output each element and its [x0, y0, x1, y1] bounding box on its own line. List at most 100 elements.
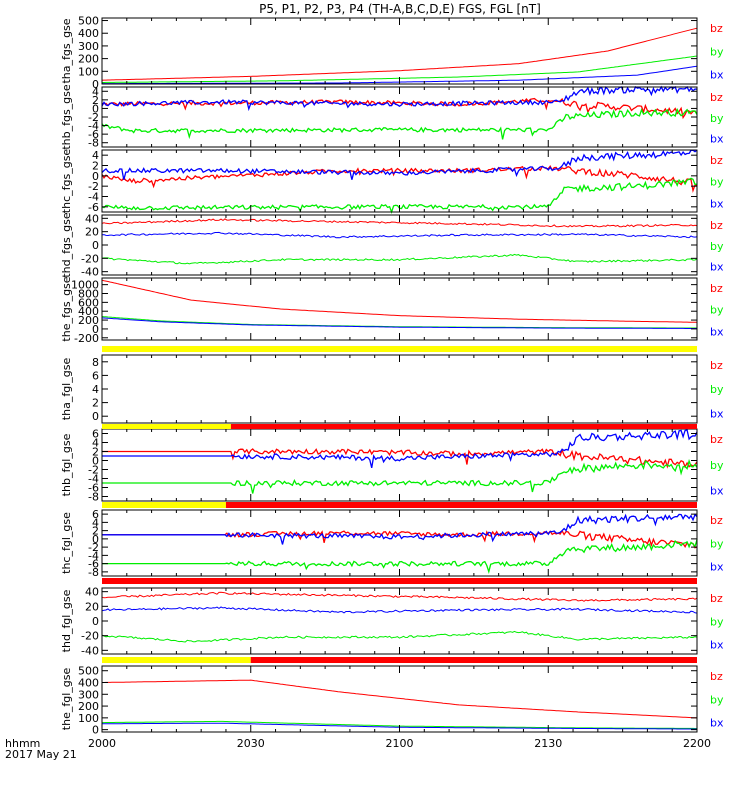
- y-tick-label: 2: [92, 525, 99, 538]
- y-tick-label: -8: [88, 137, 99, 150]
- y-tick-label: 0: [92, 724, 99, 737]
- y-tick-label: 2: [92, 397, 99, 410]
- y-tick-label: 300: [78, 688, 99, 701]
- y-tick-label: -8: [88, 566, 99, 579]
- y-tick-label: -4: [88, 473, 99, 486]
- y-tick-label: 6: [92, 508, 99, 521]
- y-axis-label: the_fgl_gse: [60, 668, 73, 731]
- panel-frame: [101, 149, 698, 213]
- flag-bar-segment: [250, 657, 697, 663]
- flag-bars-group: [102, 346, 697, 663]
- x-footer-hhmm: hhmm: [5, 737, 40, 750]
- series-by-line: [102, 458, 698, 494]
- series-bz-line: [102, 679, 698, 719]
- y-tick-label: 0: [92, 615, 99, 628]
- y-tick-label: -2: [88, 180, 99, 193]
- flag-bar-segment: [102, 424, 231, 429]
- y-axis-label: thc_fgs_gse: [60, 149, 73, 214]
- y-tick-label: 1000: [71, 279, 99, 292]
- y-tick-label: 100: [78, 65, 99, 78]
- legend-bx: bx: [710, 197, 724, 210]
- legend-bz: bz: [710, 359, 723, 372]
- series-bz-line: [101, 591, 698, 602]
- y-tick-label: -40: [81, 266, 99, 279]
- series-by-line: [101, 253, 698, 265]
- series-by-line: [101, 316, 697, 329]
- series-bx-line: [102, 513, 698, 545]
- y-tick-label: 400: [78, 27, 99, 40]
- panel-frame: [101, 354, 698, 424]
- y-tick-label: -40: [81, 644, 99, 657]
- y-tick-label: 0: [92, 533, 99, 546]
- legend-by: by: [710, 112, 724, 125]
- legend-by: by: [710, 304, 724, 317]
- y-tick-label: -20: [81, 252, 99, 265]
- y-tick-label: 200: [78, 700, 99, 713]
- series-bz-line: [101, 97, 698, 120]
- y-tick-label: 2: [92, 160, 99, 173]
- legend-bz: bz: [710, 154, 723, 167]
- y-tick-label: 4: [92, 437, 99, 450]
- y-axis-label: the_fgs_gse: [60, 276, 73, 341]
- y-tick-label: 300: [78, 40, 99, 53]
- x-footer-date: 2017 May 21: [5, 748, 77, 761]
- series-bx-line: [101, 85, 698, 112]
- y-tick-label: 0: [92, 323, 99, 336]
- y-tick-label: -2: [88, 541, 99, 554]
- flag-bar-segment: [102, 657, 251, 663]
- y-tick-label: -4: [88, 120, 99, 133]
- y-tick-label: 6: [92, 428, 99, 441]
- y-tick-label: 200: [78, 314, 99, 327]
- series-bz-line: [101, 218, 698, 228]
- legend-bx: bx: [710, 561, 724, 574]
- x-tick-label: 2100: [386, 737, 414, 750]
- y-axis-label: thd_fgl_gse: [60, 589, 73, 652]
- y-tick-label: 400: [78, 305, 99, 318]
- legend-bx: bx: [710, 407, 724, 420]
- y-tick-label: -6: [88, 482, 99, 495]
- y-tick-label: 0: [92, 410, 99, 423]
- y-tick-label: 0: [92, 170, 99, 183]
- y-tick-label: -20: [81, 630, 99, 643]
- x-tick-label: 2130: [534, 737, 562, 750]
- y-tick-label: 40: [85, 586, 99, 599]
- panel-frame: [101, 214, 698, 276]
- legend-bz: bz: [710, 670, 723, 683]
- flag-bar-segment: [102, 346, 697, 352]
- legend-by: by: [710, 176, 724, 189]
- y-tick-label: 4: [92, 149, 99, 162]
- y-tick-label: -2: [88, 464, 99, 477]
- series-by-line: [101, 107, 698, 140]
- legend-bx: bx: [710, 485, 724, 498]
- y-tick-label: 20: [85, 600, 99, 613]
- y-axis-label: thb_fgs_gse: [60, 84, 73, 150]
- y-tick-label: 600: [78, 296, 99, 309]
- panel-frame: [101, 509, 698, 577]
- flag-bar-segment: [102, 578, 697, 584]
- y-tick-label: -6: [88, 128, 99, 141]
- y-axis-label: tha_fgl_gse: [60, 358, 73, 421]
- y-tick-label: -6: [88, 558, 99, 571]
- series-bz-line: [101, 279, 697, 323]
- y-tick-label: 2: [92, 446, 99, 459]
- x-tick-label: 2000: [88, 737, 116, 750]
- y-tick-label: 4: [92, 383, 99, 396]
- series-bx-line: [101, 317, 697, 329]
- y-axis-label: thb_fgl_gse: [60, 433, 73, 496]
- legend-bx: bx: [710, 325, 724, 338]
- legend-bx: bx: [710, 133, 724, 146]
- x-axis: 2000 2030 2100 2130 2200: [88, 737, 711, 750]
- y-tick-label: -8: [88, 491, 99, 504]
- y-tick-label: 2: [92, 94, 99, 107]
- y-tick-label: 200: [78, 53, 99, 66]
- series-bx-line: [102, 429, 698, 469]
